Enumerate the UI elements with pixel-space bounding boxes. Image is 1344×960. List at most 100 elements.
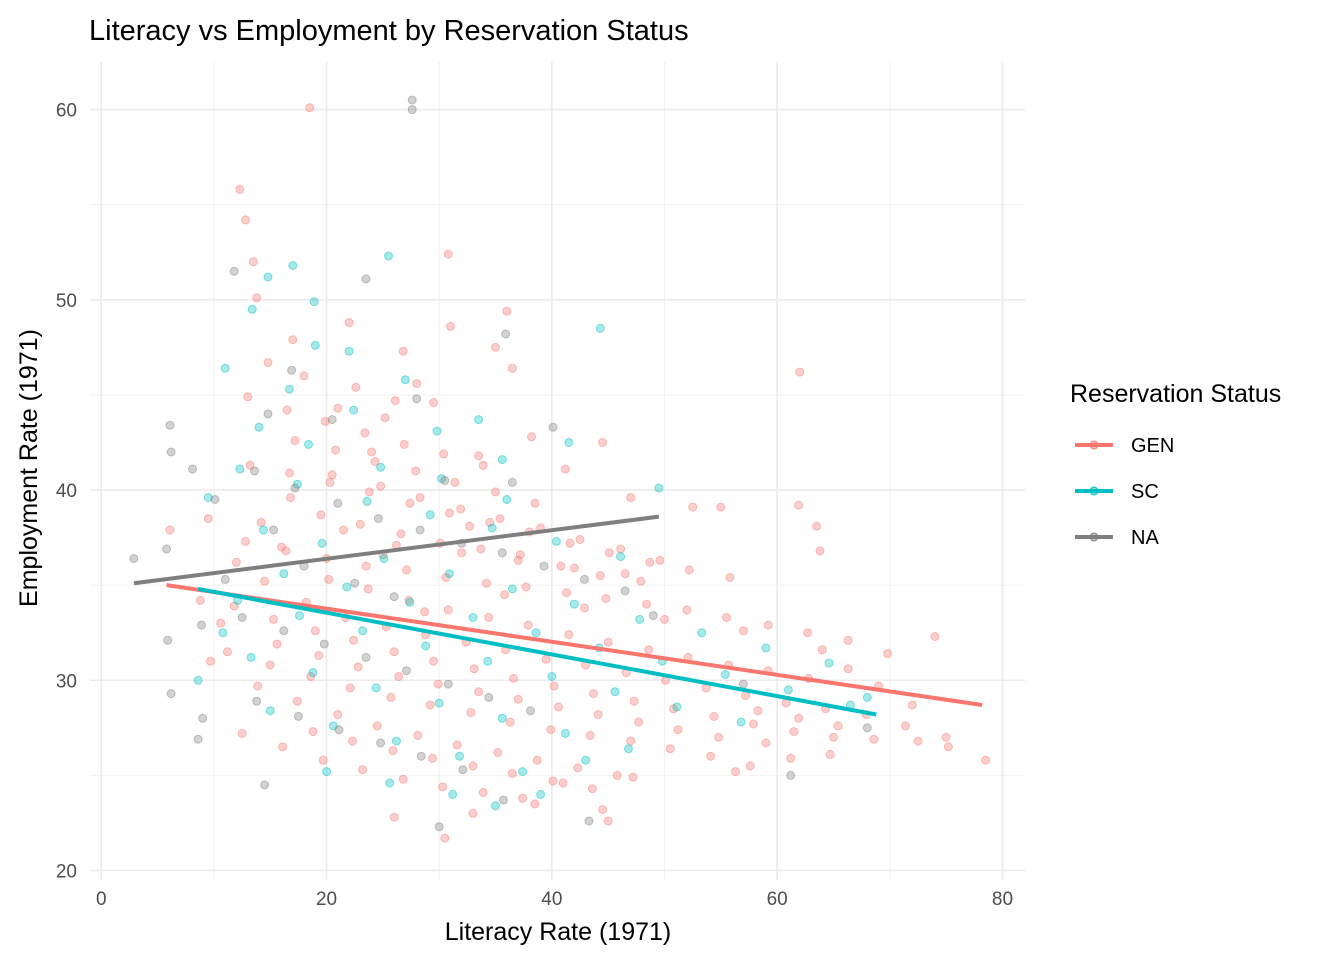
data-point-na [333,498,343,508]
data-point-sc [624,744,633,754]
data-point-sc [265,706,275,716]
data-point-gen [491,487,500,497]
data-point-gen [390,396,400,406]
data-point-sc [672,702,682,712]
data-point-na [407,105,417,115]
data-point-gen [603,637,613,647]
data-point-sc [581,755,591,765]
data-point-sc [254,422,264,432]
data-point-gen [469,664,479,674]
data-point-gen [825,749,835,759]
data-point-gen [725,573,735,582]
data-point-na [260,780,270,790]
data-point-gen [616,544,626,554]
x-tick-label: 60 [767,889,788,910]
data-point-gen [231,557,241,567]
data-point-gen [507,363,517,373]
data-point-gen [507,769,517,778]
data-point-gen [981,755,991,765]
data-point-sc [551,536,561,546]
legend-key-point [1089,440,1099,450]
data-point-gen [634,717,644,727]
data-point-gen [482,578,491,588]
data-point-gen [843,635,853,645]
data-point-gen [812,521,822,531]
data-point-na [648,611,658,621]
data-point-sc [434,698,444,708]
data-point-gen [530,498,540,508]
data-point-na [526,706,535,716]
data-point-gen [604,548,614,558]
data-point-na [269,525,279,535]
data-point-gen [412,379,422,388]
legend-entries: GEN SC NA [1075,435,1174,549]
data-point-gen [612,770,622,780]
data-point-sc [474,415,484,425]
data-point-gen [380,413,390,423]
data-point-gen [457,548,467,558]
data-point-sc [497,455,507,465]
data-point-sc [502,495,512,504]
data-point-na [548,422,558,432]
y-axis-label: Employment Rate (1971) [15,329,43,607]
data-point-gen [344,318,354,328]
data-point-na [412,394,422,404]
data-point-gen [913,736,923,746]
data-point-sc [235,464,245,474]
data-point-gen [327,470,337,480]
data-point-gen [324,574,334,584]
data-point-gen [628,772,638,782]
data-point-gen [450,477,460,487]
data-point-gen [386,692,396,702]
data-point-na [584,816,594,826]
data-point-gen [241,536,250,546]
data-point-sc [308,668,318,678]
data-point-gen [474,451,484,461]
data-point-na [440,476,450,485]
data-point-gen [165,525,175,535]
legend-entry-na: NA [1075,527,1159,549]
data-point-gen [349,635,359,645]
data-point-sc [569,599,579,609]
data-point-gen [636,576,646,586]
data-point-gen [930,632,940,641]
data-point-sc [328,721,338,731]
data-point-sc [317,538,327,548]
data-point-sc [783,685,793,695]
data-point-gen [580,603,589,613]
data-point-sc [432,426,442,436]
data-point-gen [351,382,361,392]
data-point-gen [484,613,494,622]
data-point-sc [193,675,203,685]
data-point-gen [629,696,639,706]
data-point-gen [452,740,462,750]
data-point-gen [248,257,258,267]
chart-title: Literacy vs Employment by Reservation St… [89,15,689,47]
data-point-sc [448,789,458,799]
data-point-gen [665,744,675,754]
data-point-gen [714,732,724,742]
data-point-na [402,666,411,676]
data-point-sc [309,297,319,307]
data-point-gen [370,457,380,466]
data-point-sc [761,643,771,653]
data-point-gen [237,729,247,738]
data-point-gen [263,358,273,368]
legend-key-point [1089,532,1099,542]
data-point-na [507,477,517,487]
data-point-na [620,586,630,596]
data-point-gen [573,763,583,773]
data-point-gen [222,647,232,657]
data-point-gen [216,618,226,628]
data-point-gen [521,582,531,592]
data-point-na [220,574,230,584]
data-point-gen [333,403,343,413]
data-point-gen [358,765,368,775]
data-point-na [501,329,511,339]
data-point-gen [505,717,515,727]
trend-line-sc [197,586,877,717]
data-point-gen [626,736,636,746]
data-point-gen [429,398,439,407]
trend-lines [133,514,983,717]
data-point-gen [673,725,683,735]
